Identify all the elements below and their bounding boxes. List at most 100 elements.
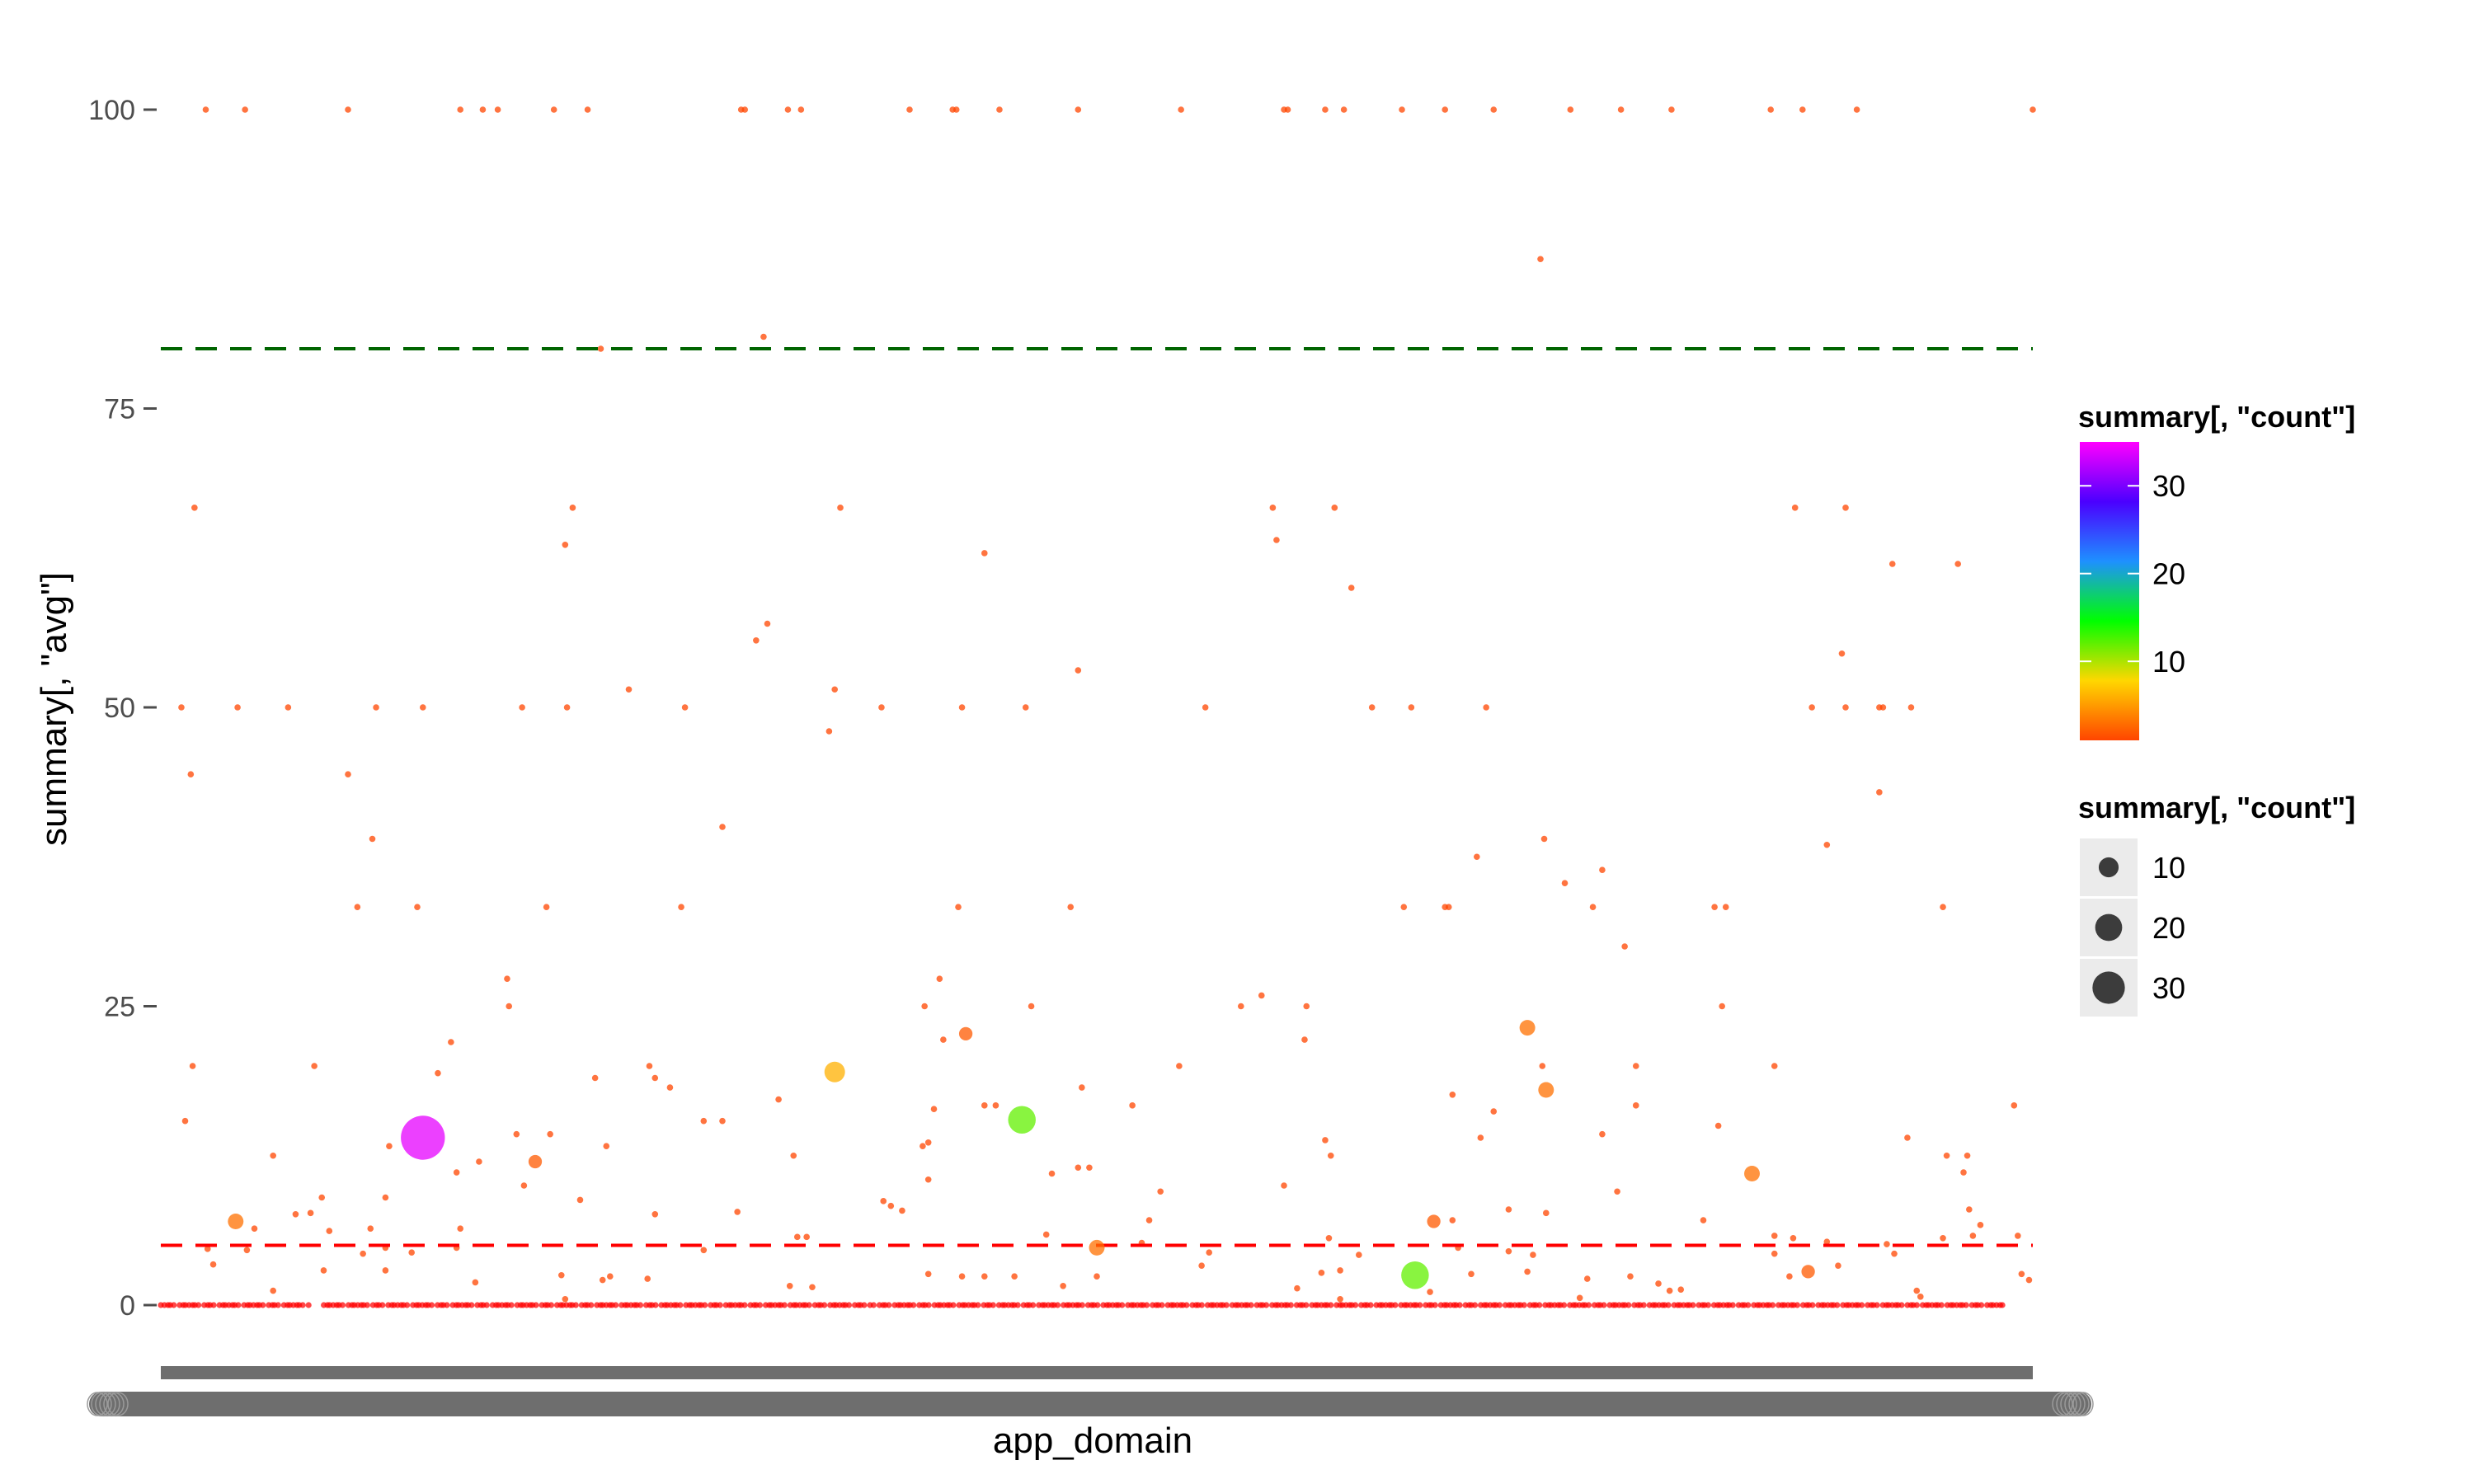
data-point — [1465, 1302, 1473, 1308]
data-point — [1957, 1302, 1964, 1308]
data-point — [992, 1102, 999, 1109]
data-point — [1427, 1289, 1433, 1295]
x-tick-label-glyph — [2056, 1392, 2077, 1416]
data-point — [880, 1302, 887, 1308]
data-point — [388, 1302, 395, 1308]
data-point — [1192, 1302, 1199, 1308]
data-point — [1632, 1102, 1639, 1109]
data-point — [984, 1302, 990, 1308]
zero-band-points — [158, 1302, 2006, 1308]
data-point — [1719, 1003, 1725, 1010]
data-point — [1853, 106, 1860, 113]
data-point — [349, 1302, 355, 1308]
data-point — [1368, 704, 1376, 711]
x-tick-label-glyph — [2068, 1392, 2090, 1416]
data-point — [652, 1302, 659, 1308]
data-point — [717, 1302, 723, 1308]
data-point — [753, 637, 760, 644]
data-point — [285, 704, 292, 711]
data-point — [1799, 106, 1806, 113]
data-point — [920, 1143, 926, 1149]
x-tick-label-glyph — [107, 1392, 129, 1416]
data-point — [1874, 1302, 1880, 1308]
data-point — [1303, 1302, 1310, 1308]
data-point — [1879, 704, 1887, 711]
reference-lines — [161, 347, 2033, 1247]
data-point — [527, 1302, 534, 1308]
data-point — [1322, 1137, 1329, 1144]
data-point — [228, 1214, 244, 1229]
data-point — [1113, 1302, 1120, 1308]
data-point — [1281, 1182, 1287, 1189]
data-point — [1030, 1302, 1037, 1308]
data-point — [1809, 1302, 1816, 1308]
data-point — [981, 1273, 988, 1280]
data-point — [243, 1247, 251, 1254]
data-point — [1411, 1302, 1418, 1308]
data-point — [379, 1302, 386, 1308]
data-point — [1237, 1003, 1244, 1010]
data-point — [1496, 1302, 1503, 1308]
data-point — [1519, 1020, 1536, 1036]
data-point — [1337, 1295, 1343, 1303]
data-point — [924, 1176, 932, 1183]
data-point — [294, 1302, 300, 1308]
data-point — [1039, 1302, 1046, 1308]
data-point — [944, 1302, 951, 1308]
data-point — [1634, 1302, 1641, 1308]
data-point — [307, 1209, 314, 1217]
data-point — [354, 904, 361, 910]
color-legend: summary[, "count"] 10 20 30 — [2078, 400, 2355, 740]
data-point — [1655, 1280, 1662, 1287]
data-point — [1537, 256, 1544, 263]
data-point — [1505, 1247, 1512, 1255]
data-point — [254, 1302, 261, 1308]
data-point — [1543, 1209, 1550, 1217]
data-point — [800, 1302, 807, 1308]
data-point — [1505, 1206, 1512, 1213]
data-point — [647, 1302, 653, 1308]
data-point — [517, 1302, 524, 1308]
data-point — [1659, 1302, 1666, 1308]
data-point — [435, 1069, 441, 1077]
data-point — [837, 505, 844, 511]
data-point — [1917, 1294, 1924, 1300]
data-point — [1445, 904, 1452, 910]
data-point — [270, 1152, 277, 1159]
data-point — [1913, 1302, 1920, 1308]
data-point — [1700, 1217, 1707, 1223]
data-point — [414, 904, 421, 910]
data-point — [702, 1302, 708, 1308]
data-point — [1352, 1302, 1359, 1308]
data-point — [1599, 866, 1606, 873]
data-point — [886, 1302, 892, 1308]
data-point — [567, 1302, 573, 1308]
data-point — [950, 1302, 957, 1308]
data-point — [562, 542, 569, 548]
data-point — [1963, 1302, 1969, 1308]
data-point — [1432, 1302, 1438, 1308]
data-point — [1893, 1302, 1899, 1308]
data-point — [1540, 835, 1548, 843]
data-point — [1834, 1302, 1841, 1308]
data-point — [1392, 1302, 1399, 1308]
data-point — [824, 1061, 845, 1082]
data-point — [364, 1302, 370, 1308]
data-point — [591, 1074, 599, 1082]
data-point — [1153, 1302, 1159, 1308]
size-legend-key — [2098, 857, 2119, 878]
data-point — [576, 1196, 584, 1204]
data-point — [1801, 1265, 1815, 1279]
data-point — [1923, 1302, 1930, 1308]
data-point — [1202, 704, 1209, 711]
data-point — [550, 106, 557, 113]
data-point — [1794, 1302, 1801, 1308]
data-point — [1763, 1302, 1771, 1308]
data-point — [784, 106, 792, 113]
data-point — [1217, 1302, 1224, 1308]
data-point — [1539, 1063, 1546, 1069]
data-point — [360, 1250, 366, 1257]
data-point — [1442, 1302, 1448, 1308]
data-point — [1907, 704, 1915, 711]
data-point — [339, 1302, 346, 1308]
